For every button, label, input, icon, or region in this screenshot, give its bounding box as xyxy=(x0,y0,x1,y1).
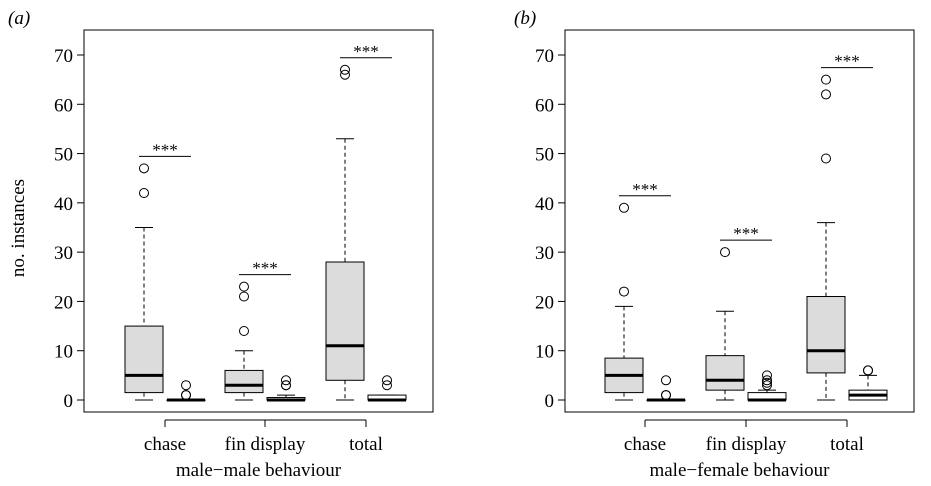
outlier-point xyxy=(340,69,350,80)
y-axis-label: no. instances xyxy=(8,179,29,277)
x-tick-label: total xyxy=(830,434,864,455)
box-first xyxy=(604,202,644,401)
plot-frame xyxy=(83,29,434,413)
y-tick-label: 70 xyxy=(54,46,73,67)
y-tick-label: 0 xyxy=(545,391,555,412)
significance-stars: *** xyxy=(632,180,658,199)
outlier-point xyxy=(239,291,249,302)
significance-stars: *** xyxy=(733,224,759,243)
outlier-point xyxy=(661,375,671,386)
outlier-point xyxy=(821,89,831,100)
outlier-point xyxy=(181,380,191,391)
panel-label: (a) xyxy=(8,8,30,29)
outlier-point xyxy=(139,188,149,198)
y-tick-label: 0 xyxy=(64,391,74,412)
x-tick-label: chase xyxy=(624,434,666,455)
panel-b: (b) 0 10 20 30 40 50 60 70 chase fin display totalm… xyxy=(514,8,915,481)
outlier-point xyxy=(139,163,149,174)
outlier-point xyxy=(281,380,291,391)
significance-stars: *** xyxy=(252,259,278,278)
iqr-box xyxy=(124,325,164,394)
y-tick-label: 10 xyxy=(54,342,73,363)
outlier-point xyxy=(382,375,392,386)
y-tick-label: 30 xyxy=(535,243,554,264)
outlier-point xyxy=(821,74,831,85)
outlier-point xyxy=(619,286,629,297)
outlier-point xyxy=(762,380,772,391)
box-second xyxy=(747,370,787,402)
iqr-box xyxy=(806,296,846,374)
iqr-box xyxy=(224,369,264,394)
y-tick-label: 20 xyxy=(54,292,73,313)
y-tick-label: 10 xyxy=(535,342,554,363)
outlier-point xyxy=(181,390,191,401)
x-tick-label: total xyxy=(349,434,383,455)
x-axis-label: male−female behaviour xyxy=(649,460,830,481)
outlier-point xyxy=(382,380,392,391)
box-first xyxy=(325,64,365,401)
outlier-point xyxy=(239,281,249,292)
y-tick-label: 50 xyxy=(535,145,554,166)
box-first xyxy=(705,247,745,401)
box-second xyxy=(367,375,407,402)
iqr-box xyxy=(325,261,365,381)
x-axis-label: male−male behaviour xyxy=(176,460,342,481)
x-tick-label: fin display xyxy=(706,434,787,455)
box-second xyxy=(848,365,888,401)
plot-frame xyxy=(564,29,915,413)
outlier-point xyxy=(281,375,291,386)
y-tick-label: 40 xyxy=(535,194,554,215)
box-first xyxy=(806,74,846,401)
y-tick-label: 60 xyxy=(54,95,73,116)
outlier-point xyxy=(762,370,772,381)
y-tick-label: 20 xyxy=(535,292,554,313)
box-first xyxy=(124,163,164,401)
box-second xyxy=(266,375,306,402)
y-tick-label: 30 xyxy=(54,243,73,264)
y-tick-label: 40 xyxy=(54,194,73,215)
y-tick-label: 60 xyxy=(535,95,554,116)
outlier-point xyxy=(720,247,730,258)
iqr-box xyxy=(705,355,745,391)
outlier-point xyxy=(619,202,629,213)
significance-stars: *** xyxy=(152,140,178,159)
significance-stars: *** xyxy=(353,42,379,61)
significance-stars: *** xyxy=(834,52,860,71)
box-second xyxy=(646,375,686,402)
box-second xyxy=(166,380,206,402)
outlier-point xyxy=(340,64,350,75)
x-tick-label: fin display xyxy=(225,434,306,455)
outlier-point xyxy=(762,375,772,386)
panel-a: (a) 0 10 20 30 40 50 60 70 chase fin display totalm… xyxy=(8,8,434,481)
outlier-point xyxy=(239,326,249,336)
box-first xyxy=(224,281,264,401)
outlier-point xyxy=(863,365,873,376)
panel-label: (b) xyxy=(514,8,536,29)
y-tick-label: 70 xyxy=(535,46,554,67)
outlier-point xyxy=(821,153,831,164)
x-tick-label: chase xyxy=(144,434,186,455)
y-tick-label: 50 xyxy=(54,145,73,166)
outlier-point xyxy=(661,390,671,401)
outlier-point xyxy=(762,377,772,388)
